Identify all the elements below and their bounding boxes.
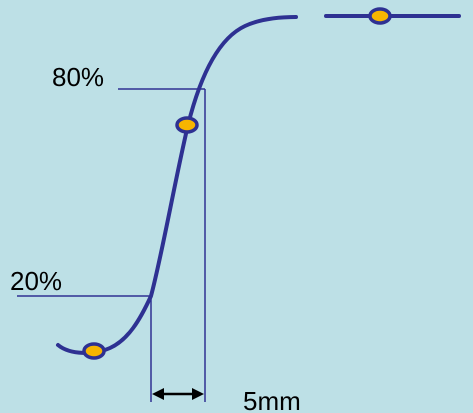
width-arrow-right-head — [192, 388, 204, 400]
lower-level-label: 20% — [10, 266, 62, 296]
width-label: 5mm — [243, 386, 301, 413]
upper-marker — [368, 7, 392, 25]
lower-marker — [82, 342, 106, 360]
transition-curve — [56, 15, 298, 355]
upper-level-label: 80% — [52, 62, 104, 92]
width-arrow-left-head — [152, 388, 164, 400]
middle-marker — [175, 116, 199, 134]
